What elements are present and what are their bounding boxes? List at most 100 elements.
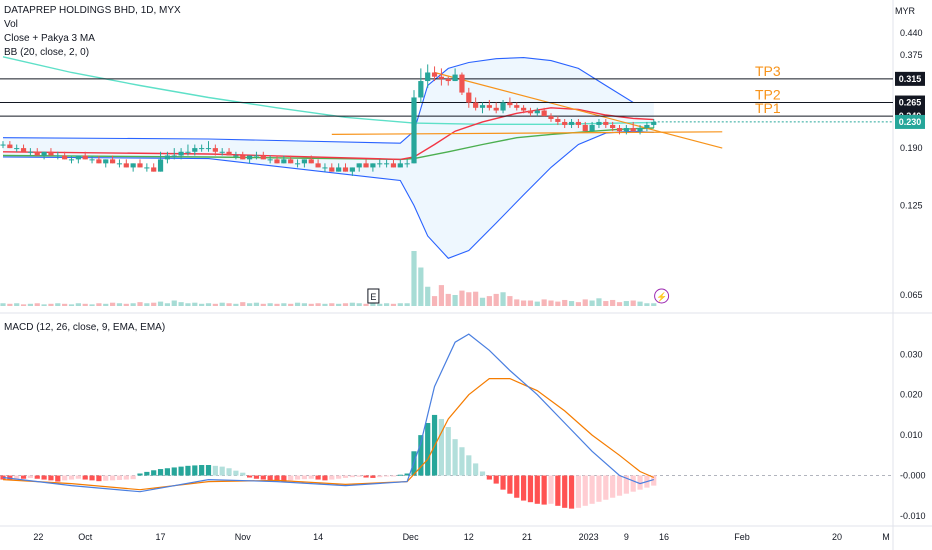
volume-bar: [452, 295, 458, 306]
macd-histogram-bar: [14, 475, 20, 479]
time-tick-label: Dec: [403, 532, 420, 542]
candle-body: [541, 110, 547, 117]
volume-bar: [514, 299, 520, 306]
volume-bar: [20, 304, 27, 306]
candle-body: [130, 163, 136, 168]
volume-bar: [96, 303, 102, 306]
macd-histogram-bar: [178, 466, 184, 476]
macd-histogram-bar: [116, 475, 123, 480]
volume-bar: [41, 304, 47, 306]
macd-histogram-bar: [294, 475, 301, 480]
macd-histogram-bar: [219, 466, 225, 476]
candle-body: [89, 159, 95, 161]
candle-body: [500, 102, 506, 111]
macd-histogram-bar: [616, 475, 623, 496]
volume-bar: [411, 251, 417, 306]
macd-histogram-bar: [96, 475, 102, 482]
level-price-badge: [895, 71, 925, 86]
candle-body: [103, 159, 109, 164]
candle-body: [288, 159, 294, 164]
macd-indicator-label[interactable]: MACD (12, 26, close, 9, EMA, EMA): [4, 322, 166, 333]
volume-bar: [199, 303, 205, 306]
candle-body: [226, 151, 232, 156]
volume-bar: [473, 291, 479, 306]
macd-tick-label: 0.010: [900, 430, 923, 440]
event-markers: E ⚡: [367, 288, 670, 304]
ma-indicator-label[interactable]: Close + Pakya 3 MA: [4, 33, 95, 44]
currency-label: MYR: [895, 6, 916, 16]
level-price-badge: [895, 95, 925, 110]
volume-bar: [212, 303, 218, 306]
candle-body: [651, 121, 657, 125]
time-tick-label: 12: [464, 532, 474, 542]
price-tick-label: 0.065: [900, 290, 923, 300]
candle-body: [301, 159, 307, 164]
macd-histogram-bar: [541, 475, 547, 505]
volume-bar: [75, 303, 81, 306]
macd-histogram-bar: [253, 475, 260, 479]
time-tick-label: Nov: [235, 532, 252, 542]
candle-body: [438, 76, 444, 79]
volume-bar: [404, 303, 410, 306]
volume-bar: [185, 303, 191, 306]
macd-histogram-bar: [329, 475, 335, 480]
candle-body: [294, 163, 301, 165]
candle-body: [329, 167, 335, 172]
candle-body: [562, 121, 568, 125]
candle-body: [431, 72, 438, 77]
volume-bar: [568, 301, 575, 306]
volume-bar: [171, 300, 177, 306]
volume-bar: [48, 303, 54, 306]
volume-bar: [247, 303, 253, 306]
candle-body: [411, 97, 417, 164]
volume-bar: [116, 303, 123, 306]
volume-bar: [89, 304, 95, 306]
volume-bar: [527, 300, 534, 306]
macd-histogram-bar: [390, 475, 397, 477]
candle-body: [479, 105, 486, 108]
volume-bar: [192, 302, 198, 306]
volume-bar: [356, 303, 362, 306]
volume-bar: [445, 293, 451, 306]
bb-indicator-label[interactable]: BB (20, close, 2, 0): [4, 47, 90, 58]
volume-bar: [267, 303, 273, 306]
candle-body: [240, 155, 246, 160]
candle-body: [356, 163, 362, 168]
candle-body: [48, 151, 54, 156]
macd-histogram-bar: [473, 463, 479, 476]
volume-bar: [486, 296, 492, 306]
macd-histogram-bar: [479, 471, 486, 476]
candle-body: [41, 151, 47, 156]
macd-pane: [0, 333, 893, 509]
candle-body: [623, 128, 629, 132]
macd-histogram-bar: [315, 475, 321, 480]
macd-histogram-bar: [130, 475, 136, 480]
level-label-tp2: TP2: [755, 87, 781, 103]
volume-bar: [575, 302, 581, 306]
macd-histogram-bar: [637, 475, 643, 490]
volume-bar: [68, 304, 75, 306]
macd-histogram-bar: [240, 472, 246, 476]
candle-body: [377, 163, 383, 165]
volume-bar: [274, 303, 280, 306]
volume-bar: [288, 303, 294, 306]
bollinger-upper-line: [2, 57, 654, 144]
time-tick-label: 14: [313, 532, 323, 542]
candle-body: [247, 155, 253, 160]
macd-histogram-bar: [582, 475, 588, 506]
macd-histogram-bar: [548, 475, 554, 504]
volume-bar: [103, 303, 109, 306]
candle-body: [315, 163, 321, 168]
macd-histogram-bar: [123, 475, 129, 480]
candle-body: [171, 155, 177, 157]
macd-histogram-bar: [370, 475, 376, 478]
candle-body: [349, 167, 355, 172]
volume-bar: [582, 299, 588, 306]
candle-body: [582, 124, 588, 132]
macd-histogram-bar: [568, 475, 575, 509]
volume-indicator-label[interactable]: Vol: [4, 19, 18, 30]
symbol-title[interactable]: DATAPREP HOLDINGS BHD, 1D, MYX: [4, 5, 181, 16]
candle-body: [157, 159, 164, 172]
